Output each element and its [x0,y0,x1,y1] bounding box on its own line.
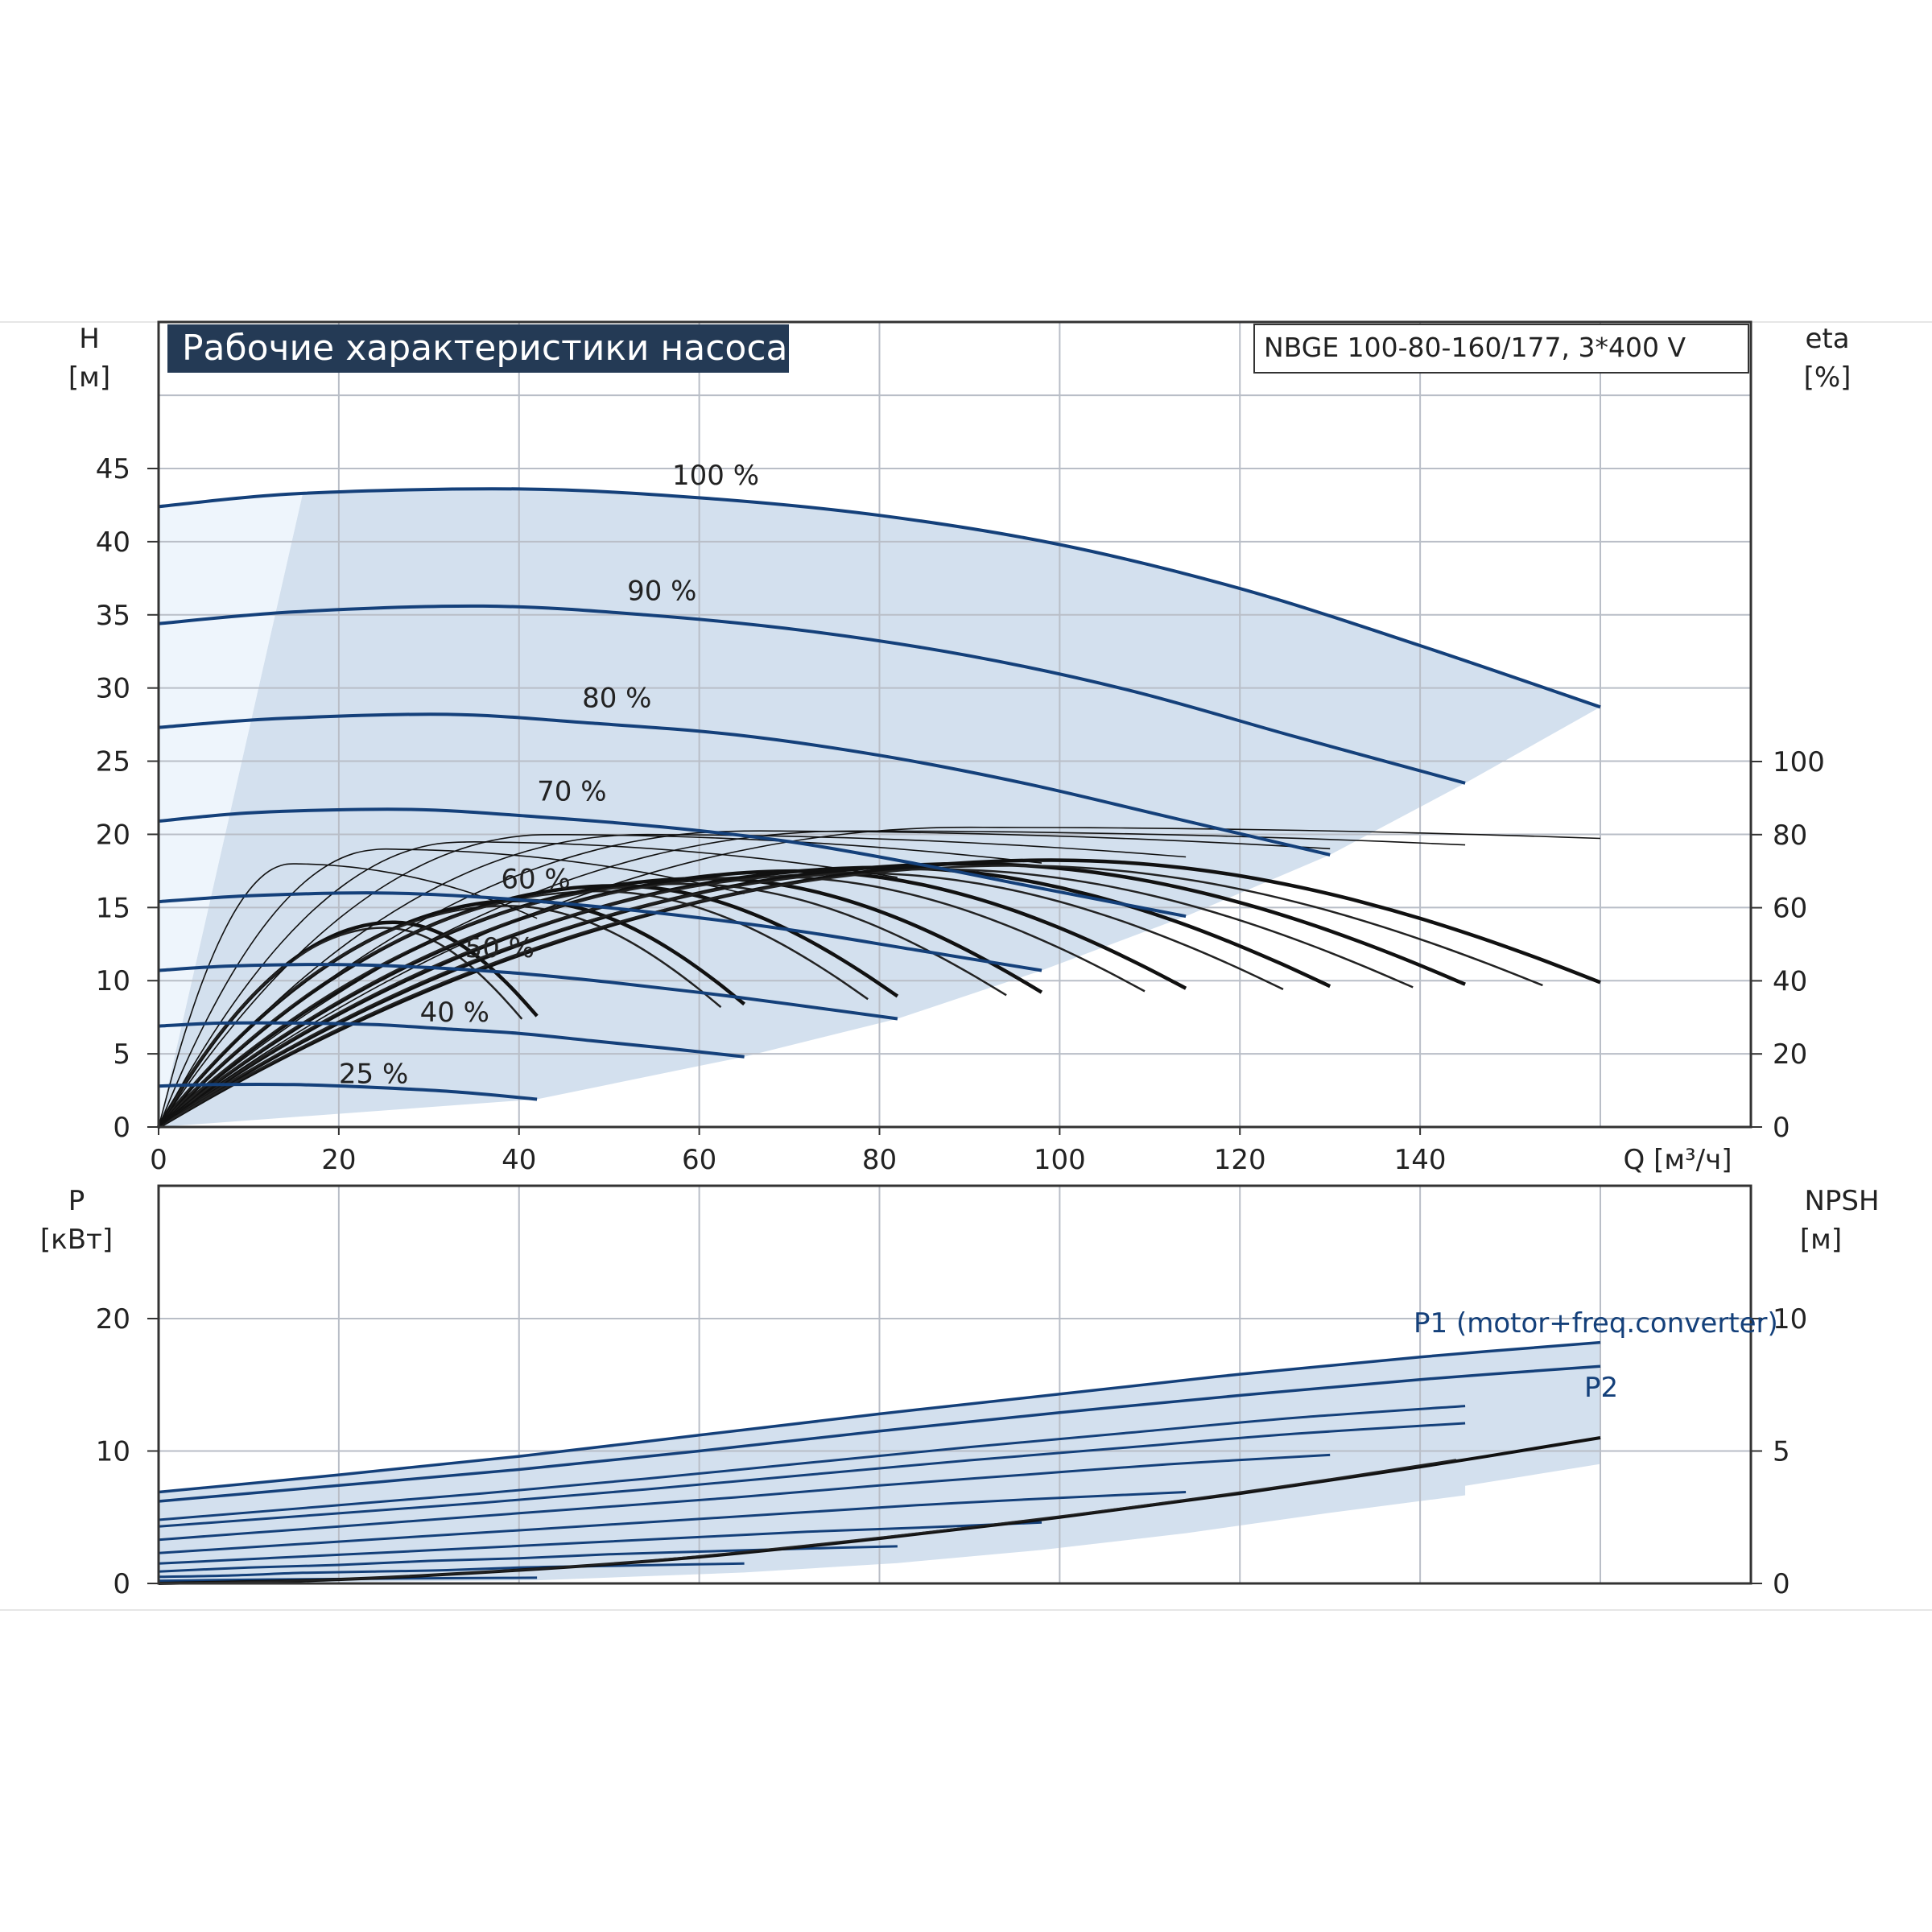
y-tick-label: 20 [96,819,130,851]
y2-axis-unit-npsh: [м] [1800,1224,1842,1256]
y2-tick-label: 60 [1773,893,1807,925]
y-tick-label: 0 [113,1568,130,1600]
head-curve-label: 50 % [465,932,535,964]
y-axis-unit-p: [кВт] [40,1224,113,1256]
power-grid [159,1186,1751,1583]
head-curve [158,1082,538,1101]
y-tick-label: 45 [96,453,130,485]
head-curve [158,807,1187,919]
power-axis-ticks: 0 10 20 0 5 10 [96,1303,1808,1600]
head-curve-label: 70 % [537,776,606,808]
x-tick-label: 60 [682,1144,716,1176]
y-tick-label: 5 [113,1038,130,1071]
y2-axis-label-eta: eta [1805,323,1849,355]
power-curve [158,1340,1601,1494]
head-curve-label: 25 % [339,1058,408,1090]
y2-tick-label: 40 [1773,965,1807,997]
x-axis-label-q: Q [м³/ч] [1624,1144,1732,1176]
efficiency-curve-thin [158,865,1543,1129]
head-curve-label: 60 % [501,864,570,896]
y-tick-label: 20 [96,1303,130,1335]
x-tick-label: 140 [1394,1144,1447,1176]
efficiency-curve [157,877,1043,1129]
x-tick-label: 100 [1034,1144,1086,1176]
power-curve [158,1491,1187,1554]
y-axis-label-p: P [68,1185,85,1217]
y-tick-label: 25 [96,746,130,778]
power-curve [158,1364,1601,1503]
y2-tick-label: 20 [1773,1038,1807,1071]
y-axis-unit-h: [м] [68,361,110,394]
power-curves [158,1340,1601,1585]
x-tick-label: 80 [862,1144,897,1176]
efficiency-curve-thin [158,868,1414,1129]
model-label-box [1253,324,1749,374]
x-tick-label: 120 [1214,1144,1266,1176]
head-curve-label: 80 % [582,682,651,714]
power-curve-labels: P1 (motor+freq.converter) P2 [1414,1307,1778,1404]
head-axis-ticks: 0 20 40 60 80 100 120 140 0 5 10 15 20 25 30 35 40 45 0 20 4… [96,453,1825,1176]
power-curve [158,1422,1466,1528]
y-tick-label: 15 [96,892,130,924]
y2-tick-label: 0 [1773,1568,1790,1600]
efficiency-curve-outer [158,826,1601,1128]
head-panel-frame [157,320,1752,1129]
chart-title-box [167,324,789,373]
head-curve-label: 90 % [627,576,696,608]
power-curve [158,1453,1331,1542]
y2-tick-label: 5 [1773,1436,1790,1468]
y-tick-label: 0 [113,1112,130,1144]
efficiency-curve-outer [158,833,1042,1128]
efficiency-curve-thin [158,872,1284,1129]
y-tick-label: 10 [96,1436,130,1468]
efficiency-curve-outer [158,833,1187,1128]
npsh-curve-thin [158,1459,1457,1584]
efficiency-curve-thin [158,875,1146,1128]
power-curve [158,1405,1466,1521]
efficiency-curve-outer [158,840,898,1128]
head-curve [158,712,1331,857]
efficiency-curve [157,861,1466,1129]
y-tick-label: 10 [96,965,130,997]
x-tick-label: 0 [150,1144,167,1176]
head-curve-label: 40 % [420,997,489,1029]
y2-axis-label-npsh: NPSH [1804,1185,1879,1217]
power-curve [158,1562,745,1579]
head-panel: 0 20 40 60 80 100 120 140 0 5 10 15 20 25 30 35 40 45 0 20 4… [68,320,1852,1176]
head-curve [158,1021,745,1059]
power-panel-frame [157,1184,1752,1585]
power-curve [158,1521,1042,1565]
model-label: NBGE 100-80-160/177, 3*400 V [1264,332,1686,363]
y2-tick-label: 100 [1773,746,1825,778]
y-tick-label: 35 [96,600,130,632]
y2-tick-label: 10 [1773,1303,1807,1335]
curve-speed-labels: 100 % 90 % 80 % 70 % 60 % 50 % 40 % 25 % [339,460,759,1090]
head-curve [158,487,1601,709]
p1-curve-label: P1 (motor+freq.converter) [1414,1307,1778,1340]
head-curve [158,891,1042,972]
y-tick-label: 30 [96,673,130,705]
efficiency-curve-thin [157,927,523,1128]
efficiency-curve-outer [158,848,745,1128]
head-curve [158,963,898,1021]
chart-title: Рабочие характеристики насоса [182,328,787,369]
x-tick-label: 40 [502,1144,536,1176]
y-axis-label-h: H [79,323,100,355]
head-curves [158,487,1601,1101]
y2-tick-label: 80 [1773,819,1807,852]
p2-curve-label: P2 [1584,1372,1618,1404]
efficiency-curve [157,869,1187,1129]
y-tick-label: 40 [96,526,130,559]
head-curve-label: 100 % [672,460,759,492]
y2-tick-label: 0 [1773,1112,1790,1144]
efficiency-curve [157,858,1601,1129]
x-tick-label: 20 [321,1144,356,1176]
efficiency-curve-thin [158,882,1007,1128]
y2-axis-unit-eta: [%] [1804,361,1852,394]
head-curve [158,604,1466,785]
